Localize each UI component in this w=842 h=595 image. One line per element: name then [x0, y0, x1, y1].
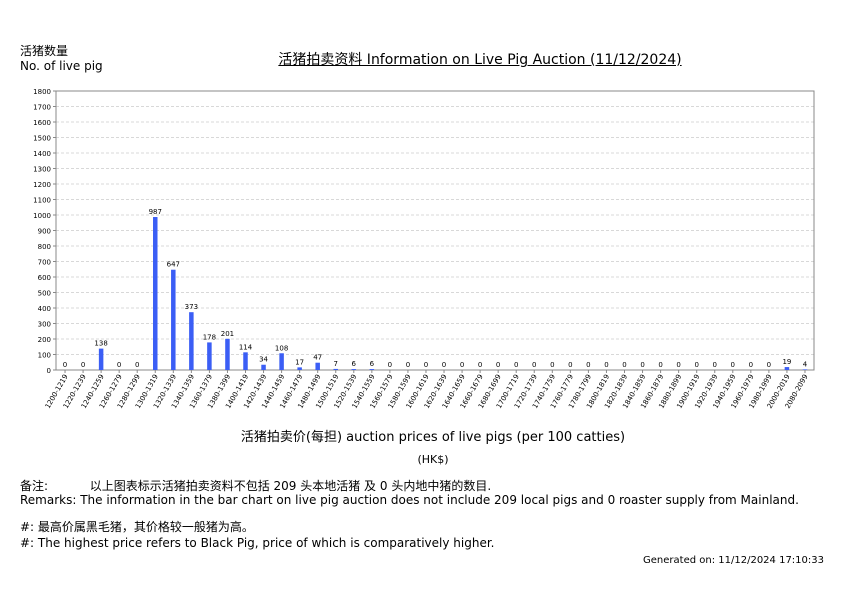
data-label: 647: [167, 261, 180, 269]
bar: [315, 362, 320, 370]
data-label: 0: [676, 361, 680, 369]
y-tick-label: 200: [38, 336, 51, 344]
data-label: 0: [568, 361, 572, 369]
data-label: 7: [334, 360, 338, 368]
bar: [171, 269, 176, 370]
y-tick-label: 0: [47, 367, 51, 375]
remark-en-text: Remarks: The information in the bar char…: [20, 493, 799, 507]
generated-timestamp: Generated on: 11/12/2024 17:10:33: [643, 555, 824, 566]
data-label: 0: [135, 361, 139, 369]
y-axis-label-cn: 活猪数量: [20, 44, 69, 58]
y-tick-label: 500: [38, 290, 51, 298]
data-label: 19: [782, 358, 791, 366]
data-label: 0: [604, 361, 608, 369]
bar: [784, 367, 790, 370]
data-label: 17: [295, 358, 304, 366]
bar: [207, 342, 212, 370]
data-label: 4: [803, 360, 808, 368]
bar: [279, 353, 284, 370]
y-tick-label: 1700: [33, 104, 51, 112]
y-tick-label: 300: [38, 321, 51, 329]
data-label: 0: [550, 361, 554, 369]
data-label: 987: [149, 208, 162, 216]
bar: [225, 338, 230, 370]
data-label: 0: [81, 361, 85, 369]
data-label: 0: [460, 361, 464, 369]
y-tick-label: 1500: [33, 135, 51, 143]
bar: [297, 367, 302, 370]
data-label: 0: [478, 361, 482, 369]
data-label: 0: [424, 361, 428, 369]
bar: [189, 312, 194, 370]
data-label: 0: [658, 361, 662, 369]
bar: [351, 369, 357, 370]
y-tick-label: 1400: [33, 150, 51, 158]
bar: [98, 348, 104, 370]
data-label: 0: [388, 361, 392, 369]
data-label: 114: [239, 343, 253, 351]
y-tick-label: 600: [38, 274, 51, 282]
bar: [333, 368, 338, 370]
data-label: 0: [640, 361, 644, 369]
y-tick-label: 1800: [33, 88, 51, 96]
data-label: 0: [694, 361, 698, 369]
bar: [802, 369, 808, 370]
hash-note-en: #: The highest price refers to Black Pig…: [20, 536, 495, 550]
y-tick-label: 1000: [33, 212, 51, 220]
y-tick-label: 100: [38, 352, 51, 360]
remark-cn-line: 备注: 以上图表标示活猪拍卖资料不包括 209 头本地活猪 及 0 头内地中猪的…: [20, 477, 491, 494]
y-tick-label: 1600: [33, 119, 51, 127]
data-label: 0: [532, 361, 536, 369]
y-tick-label: 900: [38, 228, 51, 236]
bar: [369, 369, 375, 370]
data-label: 47: [313, 354, 322, 362]
remark-cn-label: 备注:: [20, 479, 49, 493]
data-label: 0: [442, 361, 446, 369]
y-tick-label: 700: [38, 259, 51, 267]
data-label: 0: [406, 361, 410, 369]
currency-label: (HK$): [417, 453, 449, 466]
data-label: 0: [514, 361, 518, 369]
data-label: 34: [259, 356, 268, 364]
y-tick-label: 800: [38, 243, 51, 251]
data-label: 0: [496, 361, 500, 369]
data-label: 373: [185, 303, 198, 311]
x-axis-label: 活猪拍卖价(每担) auction prices of live pigs (p…: [240, 430, 626, 445]
data-label: 0: [586, 361, 590, 369]
data-label: 6: [352, 360, 357, 368]
data-label: 0: [731, 361, 735, 369]
chart-title: 活猪拍卖资料 Information on Live Pig Auction (…: [278, 52, 682, 68]
data-label: 0: [117, 361, 121, 369]
data-label: 0: [749, 361, 753, 369]
data-label: 0: [767, 361, 771, 369]
data-label: 201: [221, 330, 234, 338]
remark-cn-text: 以上图表标示活猪拍卖资料不包括 209 头本地活猪 及 0 头内地中猪的数目.: [89, 479, 492, 493]
y-tick-label: 1300: [33, 166, 51, 174]
bar: [153, 217, 158, 370]
data-label: 108: [275, 344, 288, 352]
bar: [243, 352, 248, 370]
data-label: 178: [203, 333, 216, 341]
data-label: 0: [622, 361, 626, 369]
data-label: 138: [94, 340, 107, 348]
y-axis-label-en: No. of live pig: [20, 59, 103, 73]
hash-note-cn: #: 最高价属黑毛猪，其价格较一般猪为高。: [20, 520, 254, 534]
data-label: 0: [713, 361, 717, 369]
chart-title-container: 活猪拍卖资料 Information on Live Pig Auction (…: [180, 49, 780, 69]
y-tick-label: 1200: [33, 181, 51, 189]
data-label: 6: [370, 360, 375, 368]
y-tick-label: 1100: [33, 197, 51, 205]
bar: [261, 364, 266, 370]
data-label: 0: [63, 361, 67, 369]
plot-frame: [55, 90, 815, 371]
y-tick-label: 400: [38, 305, 51, 313]
